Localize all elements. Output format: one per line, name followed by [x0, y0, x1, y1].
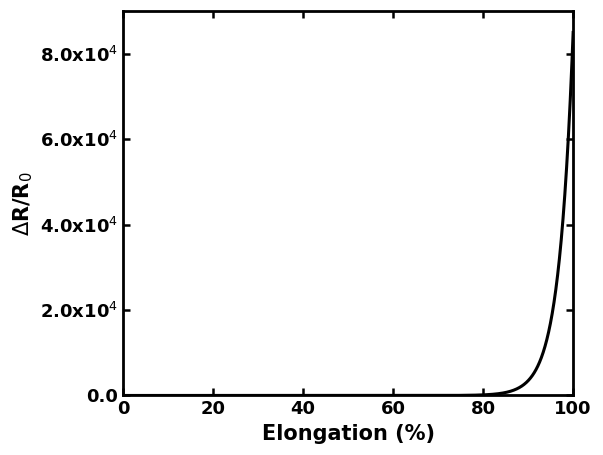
Y-axis label: $\Delta$R/R$_0$: $\Delta$R/R$_0$: [11, 171, 35, 236]
X-axis label: Elongation (%): Elongation (%): [262, 424, 435, 444]
